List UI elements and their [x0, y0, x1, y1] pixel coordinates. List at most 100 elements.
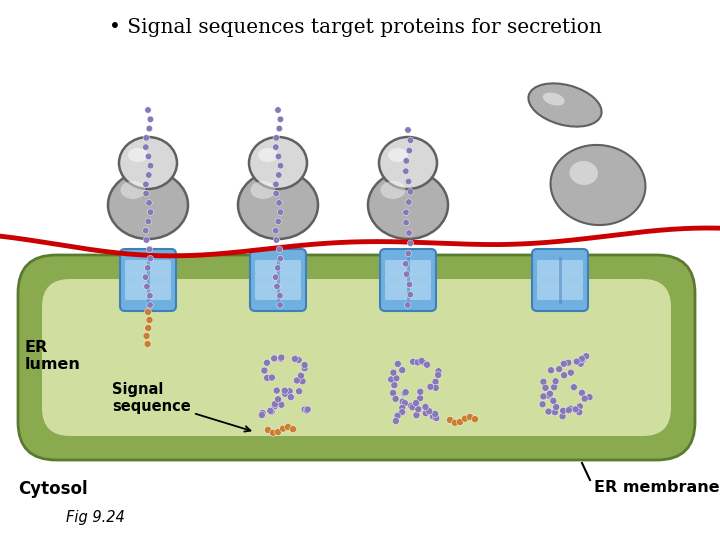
Circle shape: [259, 409, 266, 416]
Ellipse shape: [551, 145, 645, 225]
Ellipse shape: [380, 181, 405, 199]
Circle shape: [264, 374, 271, 381]
Circle shape: [417, 388, 424, 395]
Circle shape: [143, 227, 149, 234]
Circle shape: [275, 218, 282, 225]
Circle shape: [556, 366, 562, 373]
Circle shape: [271, 355, 278, 362]
Circle shape: [405, 178, 412, 185]
Circle shape: [565, 407, 572, 414]
Circle shape: [408, 402, 415, 409]
Ellipse shape: [249, 137, 307, 189]
Circle shape: [581, 395, 588, 402]
FancyBboxPatch shape: [532, 249, 588, 311]
Ellipse shape: [528, 83, 602, 126]
Circle shape: [268, 408, 275, 415]
Circle shape: [422, 403, 429, 410]
Text: • Signal sequences target proteins for secretion: • Signal sequences target proteins for s…: [109, 18, 601, 37]
Circle shape: [586, 394, 593, 401]
Circle shape: [423, 361, 431, 368]
Circle shape: [144, 341, 151, 348]
Circle shape: [545, 408, 552, 415]
Circle shape: [415, 406, 422, 413]
Circle shape: [145, 153, 152, 160]
Circle shape: [277, 302, 283, 308]
Circle shape: [296, 388, 302, 395]
FancyBboxPatch shape: [250, 249, 306, 311]
Circle shape: [274, 283, 280, 289]
Circle shape: [147, 302, 153, 308]
Circle shape: [145, 172, 152, 178]
Circle shape: [432, 410, 438, 417]
Circle shape: [289, 426, 297, 433]
Circle shape: [456, 418, 464, 426]
Circle shape: [264, 427, 271, 434]
Circle shape: [576, 403, 583, 410]
Circle shape: [414, 359, 421, 366]
Circle shape: [301, 362, 308, 369]
Circle shape: [271, 401, 279, 408]
Circle shape: [408, 137, 413, 144]
Circle shape: [301, 406, 308, 413]
Circle shape: [279, 425, 287, 432]
Circle shape: [287, 394, 294, 401]
Circle shape: [413, 411, 420, 418]
Circle shape: [552, 409, 559, 416]
Ellipse shape: [128, 148, 148, 162]
Circle shape: [553, 403, 559, 410]
Circle shape: [582, 353, 590, 360]
Circle shape: [391, 382, 398, 389]
Circle shape: [405, 127, 411, 133]
Circle shape: [148, 163, 153, 169]
Circle shape: [304, 406, 311, 413]
Circle shape: [435, 368, 442, 375]
Circle shape: [406, 147, 413, 154]
Circle shape: [269, 374, 275, 381]
Ellipse shape: [543, 92, 564, 105]
Circle shape: [274, 237, 279, 243]
Circle shape: [446, 416, 454, 423]
Circle shape: [145, 325, 152, 332]
Circle shape: [559, 407, 567, 414]
Circle shape: [147, 293, 153, 299]
Circle shape: [406, 230, 413, 236]
Circle shape: [143, 181, 149, 187]
Circle shape: [540, 393, 547, 400]
Circle shape: [273, 191, 279, 197]
Ellipse shape: [258, 148, 278, 162]
Circle shape: [546, 393, 553, 400]
Circle shape: [292, 355, 298, 362]
Circle shape: [418, 357, 425, 364]
Circle shape: [552, 378, 559, 385]
Circle shape: [399, 404, 406, 411]
Circle shape: [295, 356, 302, 363]
Circle shape: [567, 405, 574, 412]
Circle shape: [273, 144, 279, 150]
Circle shape: [402, 389, 409, 396]
Circle shape: [408, 240, 414, 246]
Circle shape: [148, 209, 153, 215]
FancyBboxPatch shape: [385, 273, 431, 287]
Circle shape: [277, 255, 284, 262]
Circle shape: [143, 191, 149, 197]
Circle shape: [403, 219, 409, 226]
FancyBboxPatch shape: [125, 286, 171, 300]
Circle shape: [547, 367, 554, 374]
Circle shape: [580, 356, 587, 363]
Circle shape: [269, 429, 276, 436]
Circle shape: [278, 354, 285, 361]
FancyBboxPatch shape: [537, 273, 583, 287]
FancyBboxPatch shape: [380, 249, 436, 311]
Ellipse shape: [379, 137, 437, 189]
Circle shape: [401, 389, 408, 396]
Circle shape: [282, 387, 288, 394]
FancyBboxPatch shape: [255, 260, 301, 274]
Circle shape: [420, 359, 427, 366]
Ellipse shape: [251, 181, 276, 199]
Circle shape: [272, 227, 279, 234]
Circle shape: [413, 400, 420, 407]
Circle shape: [402, 261, 409, 267]
Circle shape: [581, 354, 588, 361]
Circle shape: [273, 134, 279, 141]
Circle shape: [273, 181, 279, 187]
